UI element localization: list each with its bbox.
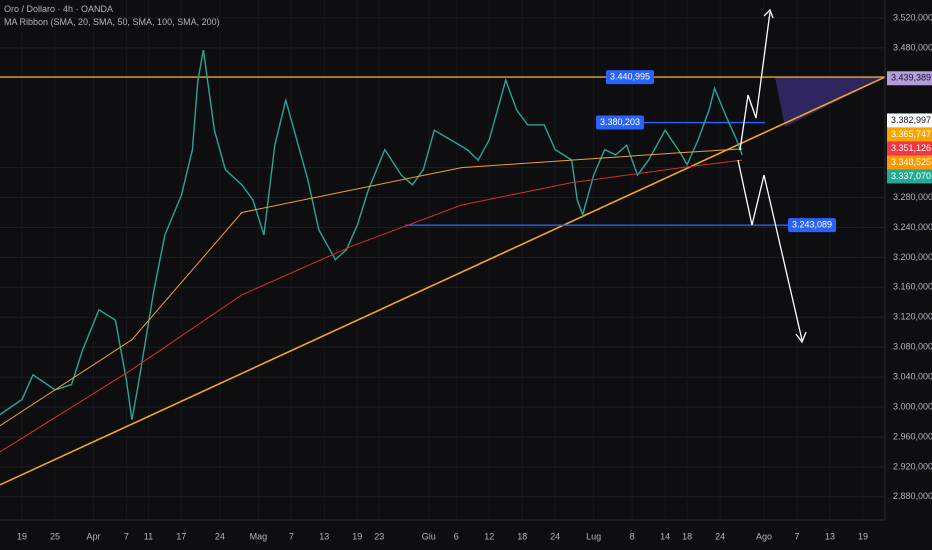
x-tick-label: 13 bbox=[319, 531, 329, 541]
y-tick-label: 2.920,000 bbox=[893, 461, 932, 471]
grid bbox=[0, 0, 885, 520]
axes: 3.520,0003.480,0003.320,0003.280,0003.24… bbox=[17, 12, 932, 541]
price-line bbox=[0, 159, 743, 453]
price-badge-label: 3.337,070 bbox=[891, 171, 931, 181]
x-tick-label: Apr bbox=[86, 531, 100, 541]
x-tick-label: 7 bbox=[289, 531, 294, 541]
x-tick-label: Ago bbox=[756, 531, 772, 541]
y-tick-label: 3.200,000 bbox=[893, 252, 932, 262]
x-tick-label: 18 bbox=[682, 531, 692, 541]
level-label: 3.440,995 bbox=[610, 71, 650, 81]
y-tick-label: 3.080,000 bbox=[893, 342, 932, 352]
x-tick-label: 25 bbox=[50, 531, 60, 541]
level-label: 3.380,203 bbox=[600, 117, 640, 127]
price-badge-label: 3.351,126 bbox=[891, 143, 931, 153]
x-tick-label: 8 bbox=[630, 531, 635, 541]
price-line bbox=[0, 148, 743, 427]
x-tick-label: 17 bbox=[176, 531, 186, 541]
price-badge-label: 3.439,389 bbox=[891, 73, 931, 83]
down-arrowhead bbox=[795, 331, 807, 344]
price-badge bbox=[887, 169, 932, 184]
y-tick-label: 3.520,000 bbox=[893, 12, 932, 22]
trendline bbox=[0, 76, 886, 486]
arrows bbox=[737, 8, 807, 344]
price-badge bbox=[887, 127, 932, 142]
y-tick-label: 2.960,000 bbox=[893, 431, 932, 441]
y-tick-label: 2.880,000 bbox=[893, 491, 932, 501]
x-tick-label: 12 bbox=[484, 531, 494, 541]
price-badge bbox=[887, 155, 932, 170]
x-tick-label: Mag bbox=[250, 531, 268, 541]
y-tick-label: 3.000,000 bbox=[893, 401, 932, 411]
y-tick-label: 3.160,000 bbox=[893, 282, 932, 292]
x-tick-label: 24 bbox=[550, 531, 560, 541]
plot: 3.440,995 3.380,203 3.243,089 bbox=[0, 49, 886, 486]
x-tick-label: 7 bbox=[124, 531, 129, 541]
x-tick-label: 19 bbox=[858, 531, 868, 541]
price-axis bbox=[885, 0, 932, 550]
up-arrowhead bbox=[763, 8, 774, 19]
x-tick-label: 6 bbox=[454, 531, 459, 541]
price-line bbox=[0, 49, 743, 420]
level-badge bbox=[596, 115, 644, 130]
level-label: 3.243,089 bbox=[792, 220, 832, 230]
chart-subtitle: MA Ribbon (SMA, 20, SMA, 50, SMA, 100, S… bbox=[4, 17, 220, 27]
x-tick-label: 13 bbox=[825, 531, 835, 541]
price-badge bbox=[887, 141, 932, 156]
level-badge bbox=[606, 70, 654, 85]
x-tick-label: 18 bbox=[517, 531, 527, 541]
price-badge bbox=[887, 71, 932, 86]
price-badge bbox=[887, 113, 932, 128]
x-tick-label: 19 bbox=[17, 531, 27, 541]
y-tick-label: 3.120,000 bbox=[893, 312, 932, 322]
x-tick-label: 11 bbox=[144, 531, 153, 541]
y-tick-label: 3.280,000 bbox=[893, 192, 932, 202]
y-tick-label: 3.040,000 bbox=[893, 371, 932, 381]
level-badge bbox=[788, 218, 836, 233]
x-tick-label: 24 bbox=[715, 531, 725, 541]
x-tick-label: 23 bbox=[374, 531, 384, 541]
price-badge-label: 3.365,747 bbox=[891, 129, 931, 139]
x-tick-label: 14 bbox=[660, 531, 670, 541]
time-axis bbox=[0, 520, 885, 550]
y-tick-label: 3.480,000 bbox=[893, 42, 932, 52]
chart-title: Oro / Dollaro · 4h · OANDA bbox=[4, 4, 113, 14]
x-tick-label: 24 bbox=[215, 531, 225, 541]
price-badge-label: 3.382,997 bbox=[891, 115, 931, 125]
up-arrow bbox=[739, 11, 771, 151]
down-arrow bbox=[737, 159, 803, 341]
price-badge-label: 3.348,525 bbox=[891, 157, 931, 167]
x-tick-label: Giu bbox=[422, 531, 436, 541]
x-tick-label: 7 bbox=[795, 531, 800, 541]
x-tick-label: 19 bbox=[352, 531, 362, 541]
y-tick-label: 3.240,000 bbox=[893, 222, 932, 232]
x-tick-label: Lug bbox=[586, 531, 601, 541]
